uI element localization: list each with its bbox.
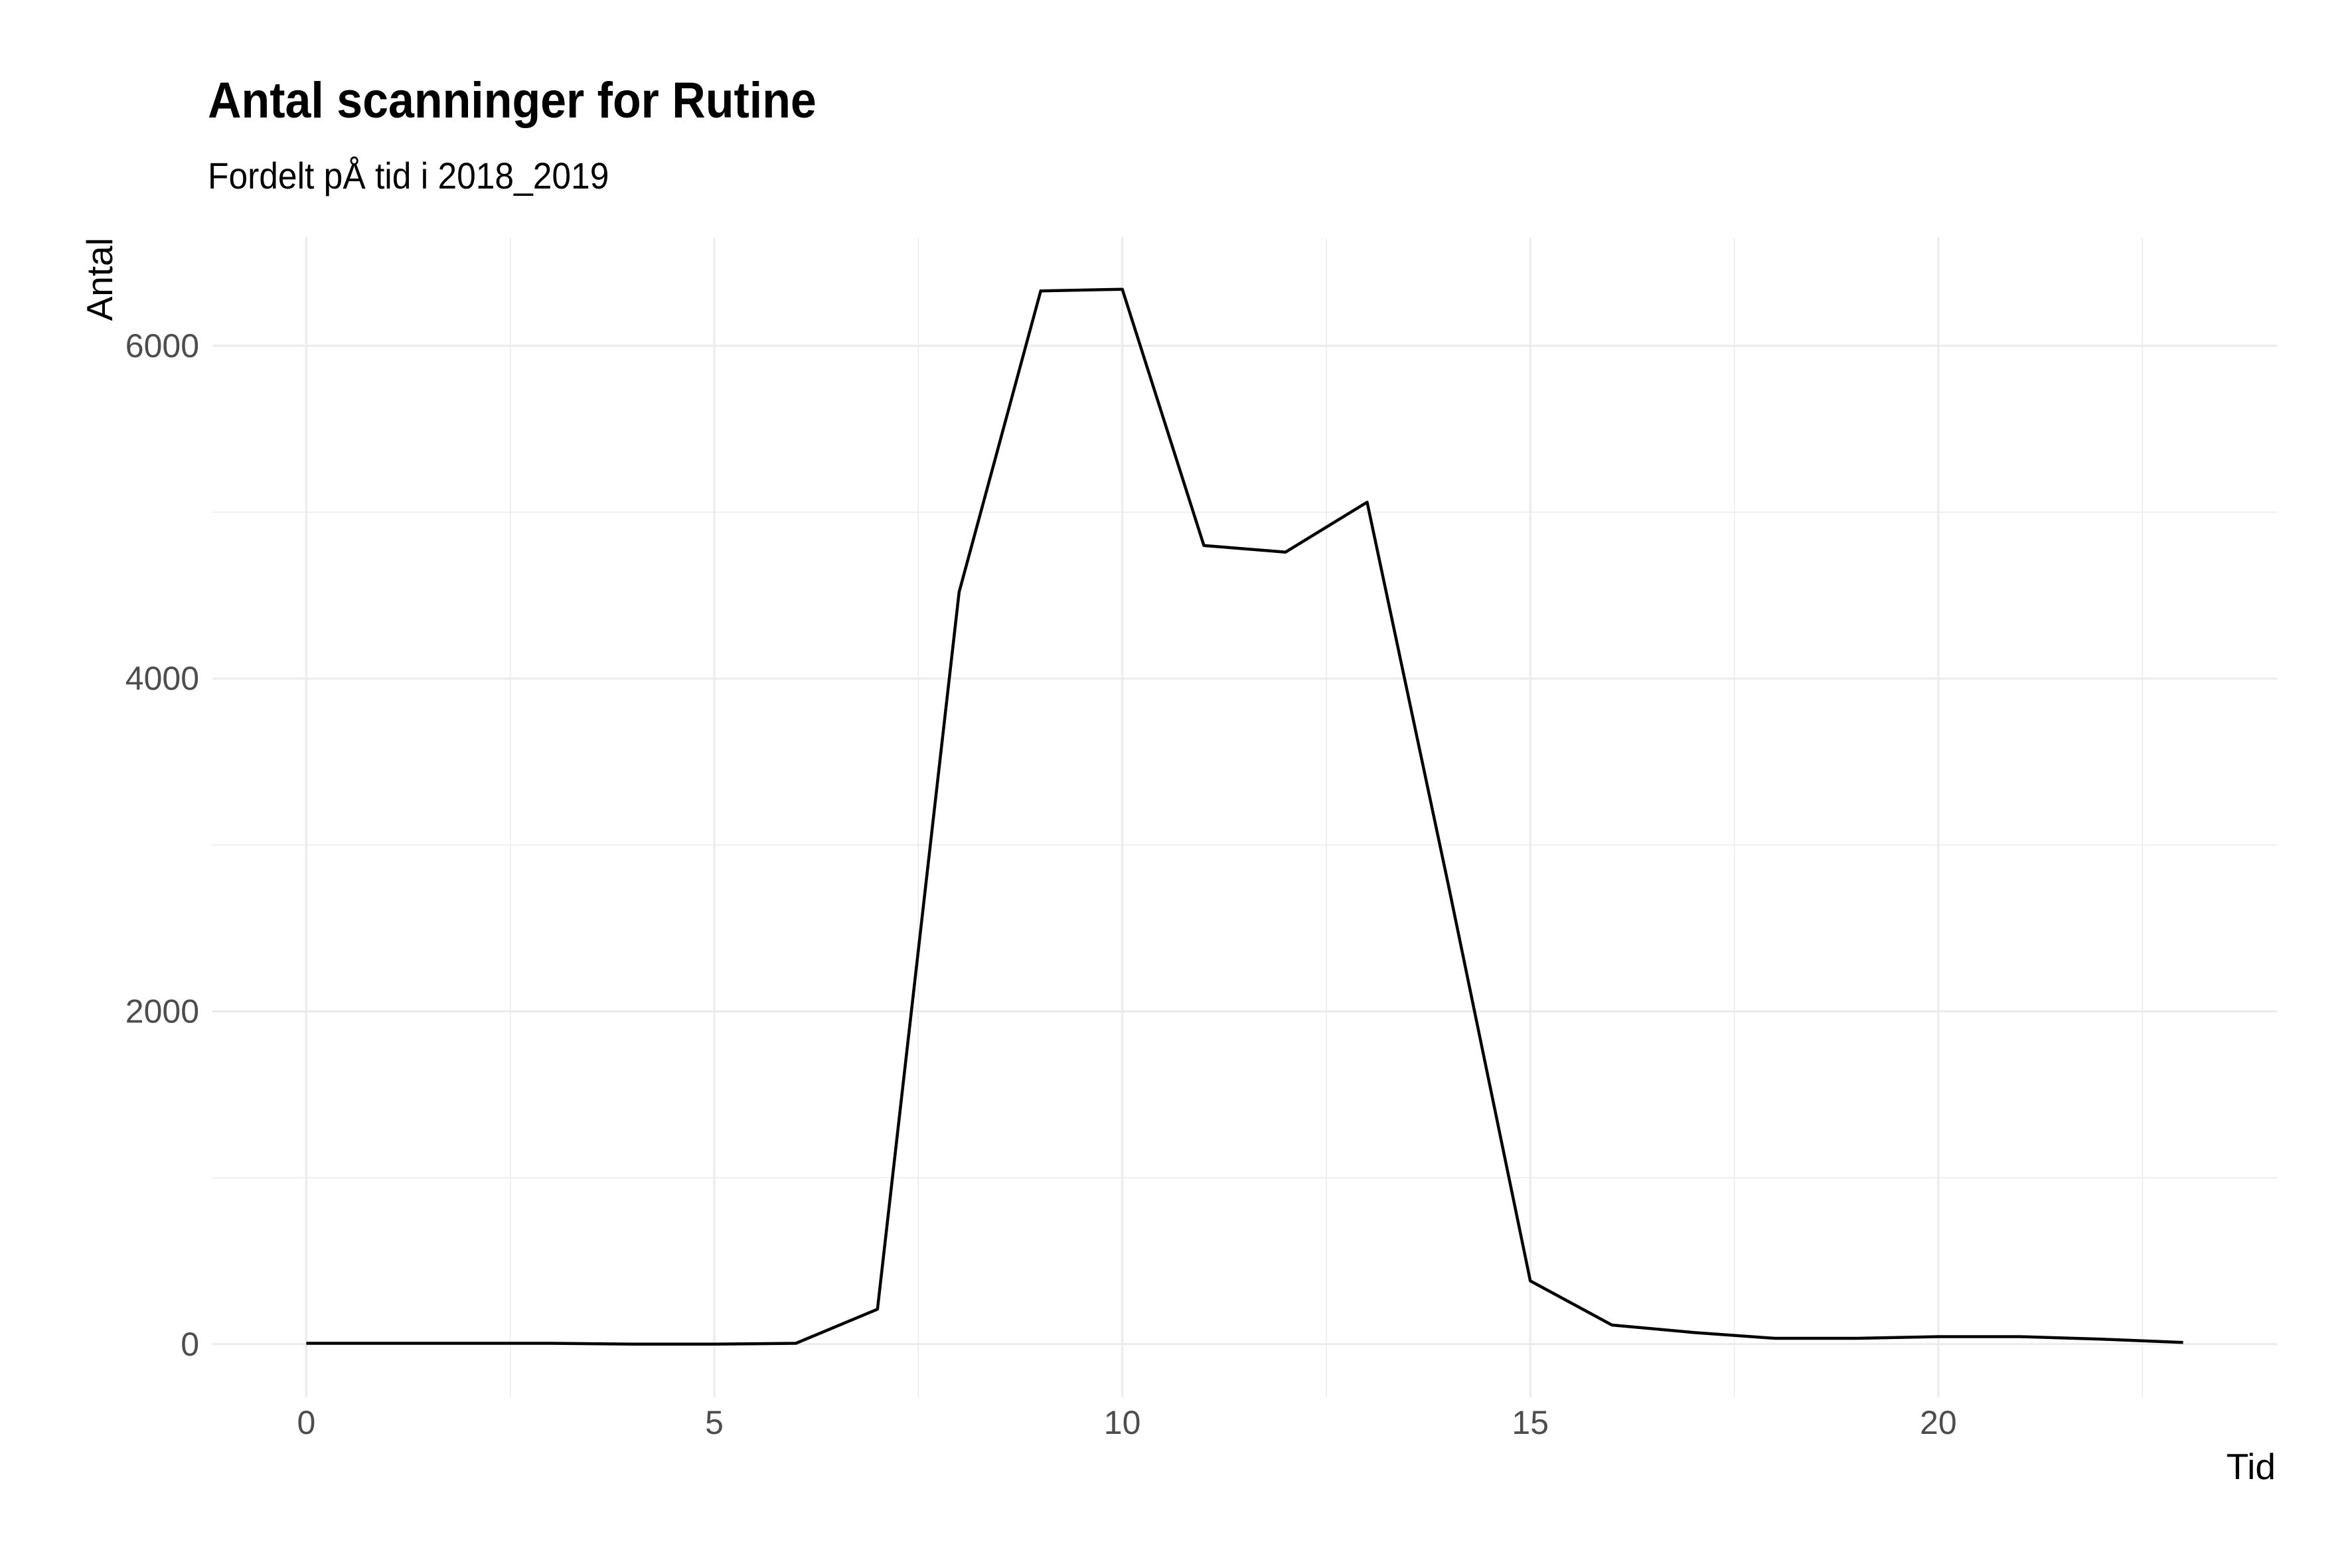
y-tick-label: 6000 [125, 327, 199, 364]
x-axis-title: Tid [2227, 1446, 2276, 1487]
chart-title: Antal scanninger for Rutine [208, 72, 817, 129]
x-tick-label: 5 [705, 1404, 724, 1441]
data-series [306, 287, 2183, 1346]
y-tick-label: 2000 [125, 993, 199, 1030]
x-tick-label: 0 [297, 1404, 315, 1441]
y-tick-label: 4000 [125, 660, 199, 697]
series-line [306, 287, 2183, 1346]
tick-labels: 0 5 10 15 20 0 2000 4000 6000 [125, 327, 1957, 1441]
grid-lines [212, 238, 2277, 1397]
x-tick-label: 15 [1512, 1404, 1549, 1441]
x-tick-label: 20 [1920, 1404, 1957, 1441]
chart-subtitle: Fordelt pÅ tid i 2018_2019 [208, 155, 609, 196]
x-tick-label: 10 [1104, 1404, 1141, 1441]
y-axis-title: Antal [79, 238, 120, 321]
y-tick-label: 0 [181, 1326, 199, 1363]
